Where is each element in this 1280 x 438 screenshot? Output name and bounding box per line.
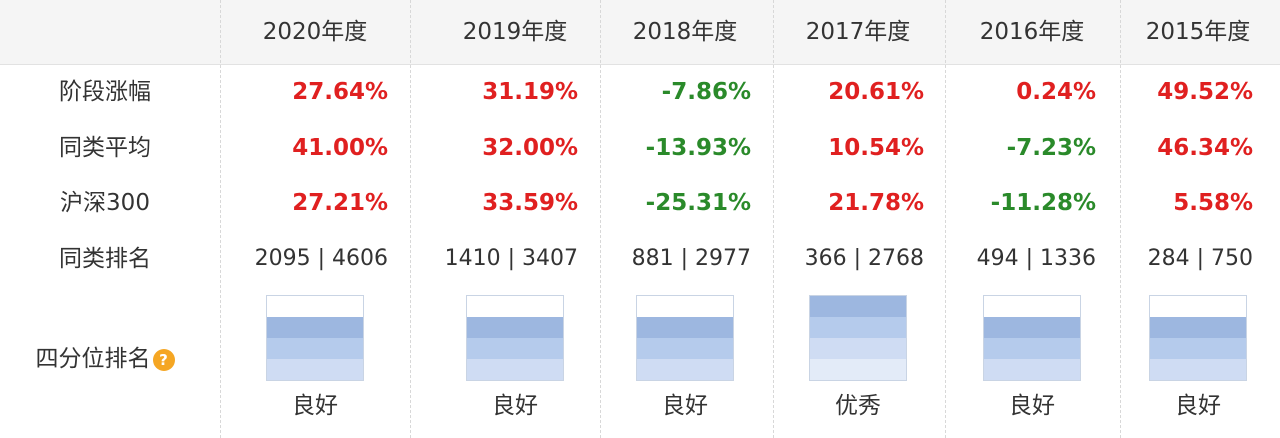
quartile-band (267, 296, 363, 317)
value-csi300: -25.31% (645, 190, 751, 216)
value-stage-change: 31.19% (482, 79, 578, 105)
peer-rank-value: 881 | 2977 (631, 246, 751, 271)
quartile-band (637, 359, 733, 380)
question-badge-icon[interactable]: ? (152, 348, 175, 371)
quartile-band (1150, 359, 1246, 380)
row-label-csi300: 沪深300 (60, 190, 150, 216)
peer-rank-value: 494 | 1336 (976, 246, 1096, 271)
value-csi300: 33.59% (482, 190, 578, 216)
year-header: 2019年度 (462, 19, 568, 45)
peer-rank-value: 366 | 2768 (804, 246, 924, 271)
quartile-level-text: 优秀 (835, 393, 881, 419)
value-stage-change: 27.64% (292, 79, 388, 105)
column-divider (945, 0, 946, 438)
table-header (0, 0, 1280, 65)
year-header: 2016年度 (979, 19, 1085, 45)
peer-rank-value: 1410 | 3407 (444, 246, 578, 271)
quartile-level-text: 良好 (1175, 393, 1221, 419)
row-label-stage-change: 阶段涨幅 (59, 79, 151, 105)
quartile-band (637, 317, 733, 338)
quartile-level-text: 良好 (492, 393, 538, 419)
quartile-indicator (636, 295, 734, 381)
value-stage-change: 20.61% (828, 79, 924, 105)
quartile-indicator (266, 295, 364, 381)
value-peer-avg: 10.54% (828, 135, 924, 161)
quartile-band (267, 317, 363, 338)
row-label-quartile: 四分位排名? (0, 342, 210, 376)
value-stage-change: 49.52% (1157, 79, 1253, 105)
row-label-peer-rank: 同类排名 (59, 246, 151, 272)
quartile-band (810, 317, 906, 338)
quartile-band (467, 338, 563, 359)
value-stage-change: -7.86% (661, 79, 751, 105)
value-csi300: 27.21% (292, 190, 388, 216)
quartile-band (984, 317, 1080, 338)
quartile-indicator (466, 295, 564, 381)
column-divider (1120, 0, 1121, 438)
quartile-band (467, 359, 563, 380)
value-peer-avg: 41.00% (292, 135, 388, 161)
column-divider (773, 0, 774, 438)
quartile-label-text: 四分位排名 (35, 346, 151, 372)
value-stage-change: 0.24% (1016, 79, 1096, 105)
quartile-level-text: 良好 (1009, 393, 1055, 419)
peer-rank-value: 2095 | 4606 (254, 246, 388, 271)
column-divider (410, 0, 411, 438)
row-label-peer-avg: 同类平均 (59, 135, 151, 161)
quartile-band (984, 296, 1080, 317)
quartile-indicator (809, 295, 907, 381)
column-divider (220, 0, 221, 438)
year-header: 2017年度 (805, 19, 911, 45)
value-peer-avg: -7.23% (1006, 135, 1096, 161)
value-csi300: 5.58% (1173, 190, 1253, 216)
quartile-band (810, 338, 906, 359)
quartile-band (267, 338, 363, 359)
quartile-band (637, 296, 733, 317)
year-header: 2015年度 (1145, 19, 1251, 45)
quartile-band (984, 359, 1080, 380)
quartile-band (810, 359, 906, 380)
value-csi300: -11.28% (990, 190, 1096, 216)
quartile-band (984, 338, 1080, 359)
value-peer-avg: 32.00% (482, 135, 578, 161)
quartile-band (1150, 338, 1246, 359)
quartile-band (467, 296, 563, 317)
peer-rank-value: 284 | 750 (1147, 246, 1253, 271)
quartile-indicator (1149, 295, 1247, 381)
quartile-level-text: 良好 (292, 393, 338, 419)
quartile-band (1150, 317, 1246, 338)
column-divider (600, 0, 601, 438)
year-header: 2018年度 (632, 19, 738, 45)
value-peer-avg: 46.34% (1157, 135, 1253, 161)
quartile-band (1150, 296, 1246, 317)
value-peer-avg: -13.93% (645, 135, 751, 161)
quartile-indicator (983, 295, 1081, 381)
year-header: 2020年度 (262, 19, 368, 45)
quartile-band (810, 296, 906, 317)
quartile-band (637, 338, 733, 359)
quartile-band (467, 317, 563, 338)
quartile-level-text: 良好 (662, 393, 708, 419)
quartile-band (267, 359, 363, 380)
value-csi300: 21.78% (828, 190, 924, 216)
